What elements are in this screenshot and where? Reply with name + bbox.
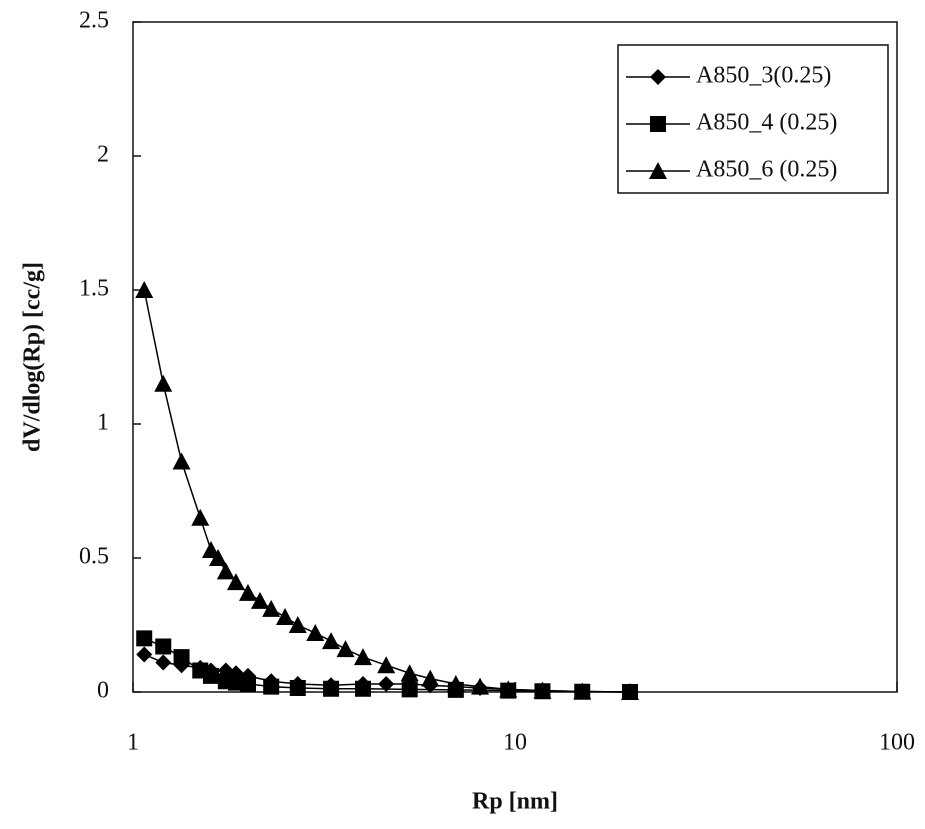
data-point xyxy=(155,638,172,655)
data-point xyxy=(202,667,219,684)
data-point xyxy=(276,607,295,625)
x-tick-label: 10 xyxy=(503,730,527,756)
data-point xyxy=(377,656,396,674)
data-point xyxy=(136,630,153,647)
data-point xyxy=(400,664,419,682)
y-tick-label: 2.5 xyxy=(79,8,109,34)
data-point xyxy=(263,678,280,695)
data-point xyxy=(173,649,190,666)
data-point xyxy=(154,374,173,392)
y-tick-label: 2 xyxy=(97,142,109,168)
data-point xyxy=(201,540,220,558)
legend-marker xyxy=(649,162,667,179)
data-point xyxy=(227,674,244,691)
legend-label: A850_4 (0.25) xyxy=(696,110,837,136)
data-point xyxy=(136,646,153,663)
data-point xyxy=(239,675,256,692)
y-tick-label: 1.5 xyxy=(79,276,109,302)
data-point xyxy=(446,674,465,692)
data-point xyxy=(191,508,210,526)
data-point xyxy=(226,573,245,591)
data-point xyxy=(471,677,490,695)
data-point xyxy=(250,591,269,609)
y-tick-label: 0.5 xyxy=(79,544,109,570)
data-point xyxy=(573,682,592,700)
data-point xyxy=(336,640,355,658)
x-axis-label: Rp [nm] xyxy=(472,789,558,815)
data-point xyxy=(209,549,228,566)
data-point xyxy=(288,616,307,633)
data-point xyxy=(353,648,372,666)
x-tick-label: 1 xyxy=(127,730,139,756)
y-tick-label: 0 xyxy=(97,678,109,704)
data-point xyxy=(155,654,172,671)
data-point xyxy=(323,680,340,697)
data-point xyxy=(289,679,306,696)
data-point xyxy=(306,624,325,642)
data-point xyxy=(172,452,191,470)
data-point xyxy=(401,681,418,698)
series-line xyxy=(143,289,631,693)
x-tick-label: 100 xyxy=(879,730,915,756)
y-axis-label: dV/dlog(Rp) [cc/g] xyxy=(20,262,46,452)
data-point xyxy=(322,632,341,650)
data-point xyxy=(135,281,154,298)
data-point xyxy=(533,681,552,699)
data-point xyxy=(620,683,639,700)
legend-label: A850_6 (0.25) xyxy=(696,157,837,183)
data-point xyxy=(262,599,281,617)
data-point xyxy=(421,669,440,687)
legend-marker xyxy=(650,69,666,85)
data-point xyxy=(216,562,235,580)
data-point xyxy=(378,675,395,692)
data-point xyxy=(499,680,518,698)
legend-marker xyxy=(650,116,666,132)
data-point xyxy=(238,583,257,601)
legend-label: A850_3(0.25) xyxy=(696,63,831,89)
data-point xyxy=(354,680,371,697)
y-tick-label: 1 xyxy=(97,410,109,436)
